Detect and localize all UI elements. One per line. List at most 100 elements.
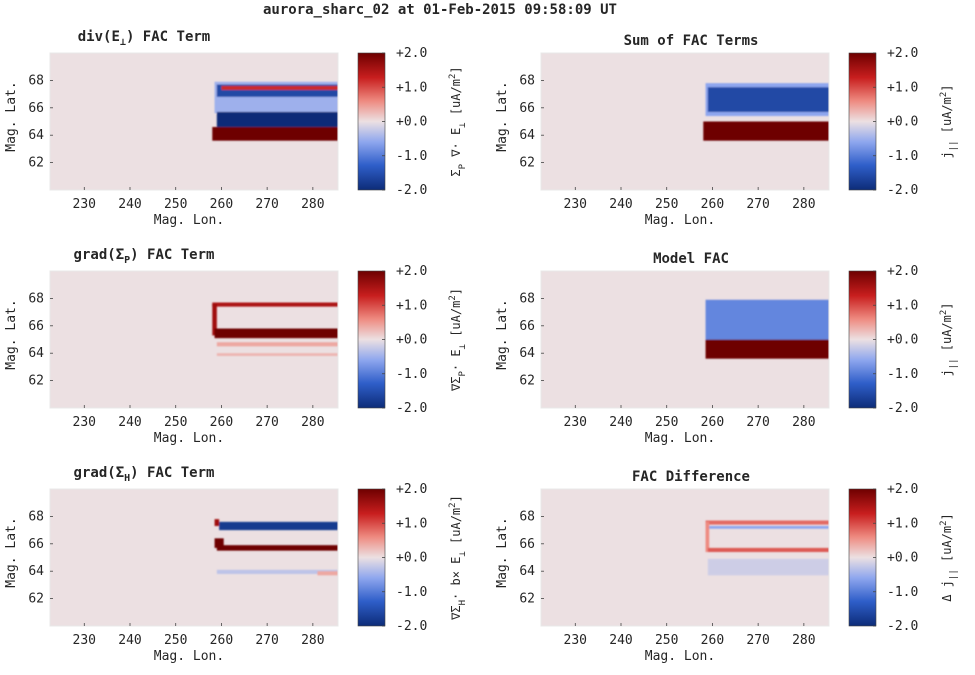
colorbar-label: j|| [uA/m2]	[939, 302, 959, 376]
x-tick-label: 280	[301, 197, 324, 212]
heatmap-cell	[705, 299, 829, 340]
colorbar-tick-label: +0.0	[887, 115, 918, 130]
axes-frame	[540, 270, 830, 409]
y-tick-label: 66	[519, 101, 535, 116]
colorbar-tick-label: -1.0	[887, 149, 918, 164]
colorbar-tick-label: +1.0	[887, 516, 918, 531]
axes-frame	[49, 488, 339, 627]
colorbar	[357, 270, 386, 409]
colorbar-tick-label: -1.0	[396, 367, 427, 382]
x-tick-label: 280	[301, 633, 324, 648]
heatmap-background	[50, 489, 338, 626]
heatmap-cell	[705, 521, 710, 553]
x-tick-label: 240	[609, 633, 632, 648]
x-tick-label: 230	[564, 633, 587, 648]
colorbar-tick-label: +1.0	[887, 298, 918, 313]
colorbar	[848, 270, 877, 409]
colorbar-tick-label: +1.0	[396, 298, 427, 313]
heatmap-cell	[216, 545, 338, 551]
x-tick-label: 270	[255, 633, 278, 648]
colorbar-tick-label: -1.0	[887, 367, 918, 382]
panel-gradP: grad(ΣP) FAC Term 230 240 250 260 270 280 62 64 6…	[4, 247, 468, 446]
colorbar-tick-label: +1.0	[887, 80, 918, 95]
y-tick-label: 68	[519, 291, 535, 306]
x-tick-label: 260	[210, 415, 233, 430]
panel-divE: div(E⊥) FAC Term 230 240 250 260 270 280 62 64 66…	[4, 29, 468, 228]
axes-frame	[49, 52, 339, 191]
heatmap-cell	[212, 302, 338, 307]
x-tick-label: 230	[73, 197, 96, 212]
y-tick-label: 66	[28, 101, 44, 116]
x-tick-label: 240	[118, 197, 141, 212]
x-tick-label: 280	[792, 197, 815, 212]
heatmap-cell	[212, 303, 217, 336]
colorbar-tick-label: +2.0	[887, 46, 918, 61]
x-tick-label: 240	[609, 415, 632, 430]
y-axis-label: Mag. Lat.	[4, 517, 19, 587]
y-tick-label: 64	[28, 128, 44, 143]
y-tick-label: 68	[28, 509, 44, 524]
panel-gradH: grad(ΣH) FAC Term 230 240 250 260 270 280 62 64 6…	[4, 465, 468, 664]
axes-frame	[540, 52, 830, 191]
x-tick-label: 270	[746, 633, 769, 648]
heatmap-cell	[214, 519, 220, 526]
y-tick-label: 68	[28, 73, 44, 88]
colorbar	[848, 488, 877, 627]
y-tick-label: 68	[28, 291, 44, 306]
heatmap-cell	[707, 547, 829, 553]
colorbar	[357, 488, 386, 627]
heatmap-cell	[317, 571, 338, 576]
x-tick-label: 250	[655, 197, 678, 212]
colorbar	[848, 52, 877, 191]
y-axis-label: Mag. Lat.	[495, 299, 510, 369]
heatmap-cell	[703, 121, 829, 141]
heatmap-cell	[219, 521, 338, 531]
x-tick-label: 250	[164, 197, 187, 212]
colorbar-tick-label: +0.0	[887, 333, 918, 348]
y-tick-label: 68	[519, 509, 535, 524]
y-tick-label: 62	[519, 592, 535, 607]
x-tick-label: 250	[164, 415, 187, 430]
x-axis-label: Mag. Lon.	[154, 649, 224, 664]
x-tick-label: 260	[210, 633, 233, 648]
x-tick-label: 230	[73, 415, 96, 430]
x-tick-label: 260	[210, 197, 233, 212]
heatmap-cell	[214, 538, 224, 548]
y-tick-label: 66	[28, 319, 44, 334]
colorbar-tick-label: +0.0	[887, 551, 918, 566]
x-tick-label: 230	[564, 415, 587, 430]
panel-diff: FAC Difference 230 240 250 260 270 280 62 64 66 68…	[495, 469, 959, 664]
y-axis-label: Mag. Lat.	[495, 517, 510, 587]
colorbar-tick-label: +2.0	[396, 264, 427, 279]
heatmap-cell	[221, 85, 338, 90]
x-tick-label: 250	[655, 633, 678, 648]
x-tick-label: 270	[746, 415, 769, 430]
panel-sum: Sum of FAC Terms 230 240 250 260 270 280 62 64 66…	[495, 33, 959, 228]
colorbar-tick-label: -2.0	[396, 401, 427, 416]
colorbar-label: ΣP ∇· E⊥ [uA/m2]	[448, 66, 468, 176]
colorbar-tick-label: -2.0	[887, 183, 918, 198]
y-tick-label: 64	[519, 128, 535, 143]
heatmap-cell	[707, 525, 829, 529]
heatmap-cell	[705, 520, 829, 525]
y-tick-label: 64	[519, 564, 535, 579]
panel-title: FAC Difference	[632, 469, 750, 485]
colorbar-tick-label: +0.0	[396, 551, 427, 566]
colorbar-tick-label: +2.0	[887, 482, 918, 497]
heatmap-features	[214, 519, 338, 576]
y-tick-label: 62	[28, 592, 44, 607]
heatmap-features	[705, 520, 829, 576]
x-tick-label: 280	[792, 415, 815, 430]
x-tick-label: 260	[701, 415, 724, 430]
y-tick-label: 68	[519, 73, 535, 88]
y-tick-label: 62	[519, 156, 535, 171]
colorbar-label: ∇ΣP· E⊥ [uA/m2]	[448, 288, 468, 392]
colorbar-tick-label: -2.0	[396, 619, 427, 634]
colorbar-tick-label: +2.0	[887, 264, 918, 279]
heatmap-cell	[216, 342, 338, 347]
x-tick-label: 250	[164, 633, 187, 648]
colorbar-tick-label: -1.0	[396, 585, 427, 600]
heatmap-background	[50, 271, 338, 408]
colorbar-tick-label: +2.0	[396, 482, 427, 497]
y-tick-label: 66	[519, 537, 535, 552]
